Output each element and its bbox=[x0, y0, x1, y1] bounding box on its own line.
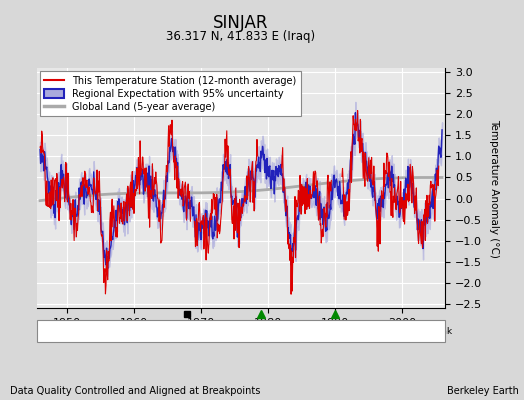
Text: Station Move: Station Move bbox=[56, 326, 116, 336]
Text: ♦: ♦ bbox=[45, 326, 54, 336]
Legend: This Temperature Station (12-month average), Regional Expectation with 95% uncer: This Temperature Station (12-month avera… bbox=[40, 71, 301, 116]
Text: Record Gap: Record Gap bbox=[153, 326, 205, 336]
Text: ■: ■ bbox=[369, 326, 379, 336]
Text: Time of Obs. Change: Time of Obs. Change bbox=[245, 326, 339, 336]
Text: SINJAR: SINJAR bbox=[213, 14, 269, 32]
Text: 36.317 N, 41.833 E (Iraq): 36.317 N, 41.833 E (Iraq) bbox=[167, 30, 315, 43]
Text: Empirical Break: Empirical Break bbox=[381, 326, 452, 336]
Text: ▲: ▲ bbox=[141, 326, 150, 336]
Text: Berkeley Earth: Berkeley Earth bbox=[447, 386, 519, 396]
Y-axis label: Temperature Anomaly (°C): Temperature Anomaly (°C) bbox=[489, 118, 499, 258]
Text: ▼: ▼ bbox=[233, 326, 242, 336]
Text: Data Quality Controlled and Aligned at Breakpoints: Data Quality Controlled and Aligned at B… bbox=[10, 386, 261, 396]
